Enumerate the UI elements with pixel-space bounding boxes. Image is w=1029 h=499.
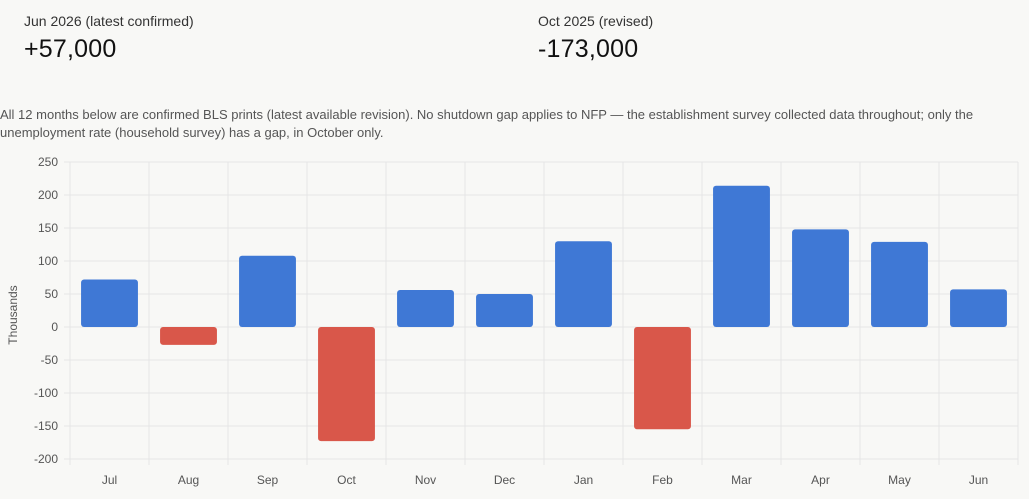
latest-stat-value: +57,000 [24,35,117,63]
revised-stat-value: -173,000 [538,35,639,63]
bar-dec[interactable] [476,294,533,327]
x-tick-label: May [888,473,911,487]
nfp-bar-chart: 250 200 150 100 50 0 -50 -100 -150 -200 Jul Aug Sep O… [6,155,1019,487]
x-tick-label: Oct [337,473,356,487]
bar-aug[interactable] [160,327,217,345]
y-tick-label: -150 [34,419,58,433]
y-tick-label: 100 [38,254,58,268]
bar-apr[interactable] [792,229,849,327]
y-tick-label: 200 [38,188,58,202]
y-axis-label: Thousands [6,285,20,344]
bar-jan[interactable] [555,241,612,327]
y-tick-label: -100 [34,386,58,400]
y-tick-label: 150 [38,221,58,235]
bar-nov[interactable] [397,290,454,327]
y-tick-label: 250 [38,155,58,169]
data-note: All 12 months below are confirmed BLS pr… [0,107,974,140]
y-tick-label: -200 [34,452,58,466]
bar-feb[interactable] [634,327,691,430]
x-tick-label: Jun [969,473,988,487]
revised-stat-card: Oct 2025 (revised) -173,000 [538,12,653,64]
x-tick-label: Nov [415,473,436,487]
bar-mar[interactable] [713,185,770,327]
x-tick-label: Feb [652,473,673,487]
bar-jul[interactable] [81,279,138,327]
x-tick-label: Apr [811,473,830,487]
bar-oct[interactable] [318,327,375,442]
bar-layer [81,185,1007,442]
y-tick-label: -50 [41,353,59,367]
latest-stat-card: Jun 2026 (latest confirmed) +57,000 [24,12,194,64]
grid-layer [64,161,1019,465]
bar-may[interactable] [871,241,928,327]
x-tick-label: Sep [257,473,279,487]
x-tick-label: Mar [731,473,752,487]
bar-jun[interactable] [950,289,1007,327]
y-tick-label: 50 [45,287,59,301]
x-tick-label: Jul [102,473,117,487]
revised-stat-label: Oct 2025 (revised) [538,13,654,29]
x-tick-label: Jan [574,473,593,487]
latest-stat-label: Jun 2026 (latest confirmed) [24,13,194,29]
label-layer: 250 200 150 100 50 0 -50 -100 -150 -200 Jul Aug Sep O… [34,155,988,487]
x-tick-label: Aug [178,473,199,487]
x-tick-label: Dec [494,473,515,487]
y-tick-label: 0 [51,320,58,334]
bar-sep[interactable] [239,255,296,327]
